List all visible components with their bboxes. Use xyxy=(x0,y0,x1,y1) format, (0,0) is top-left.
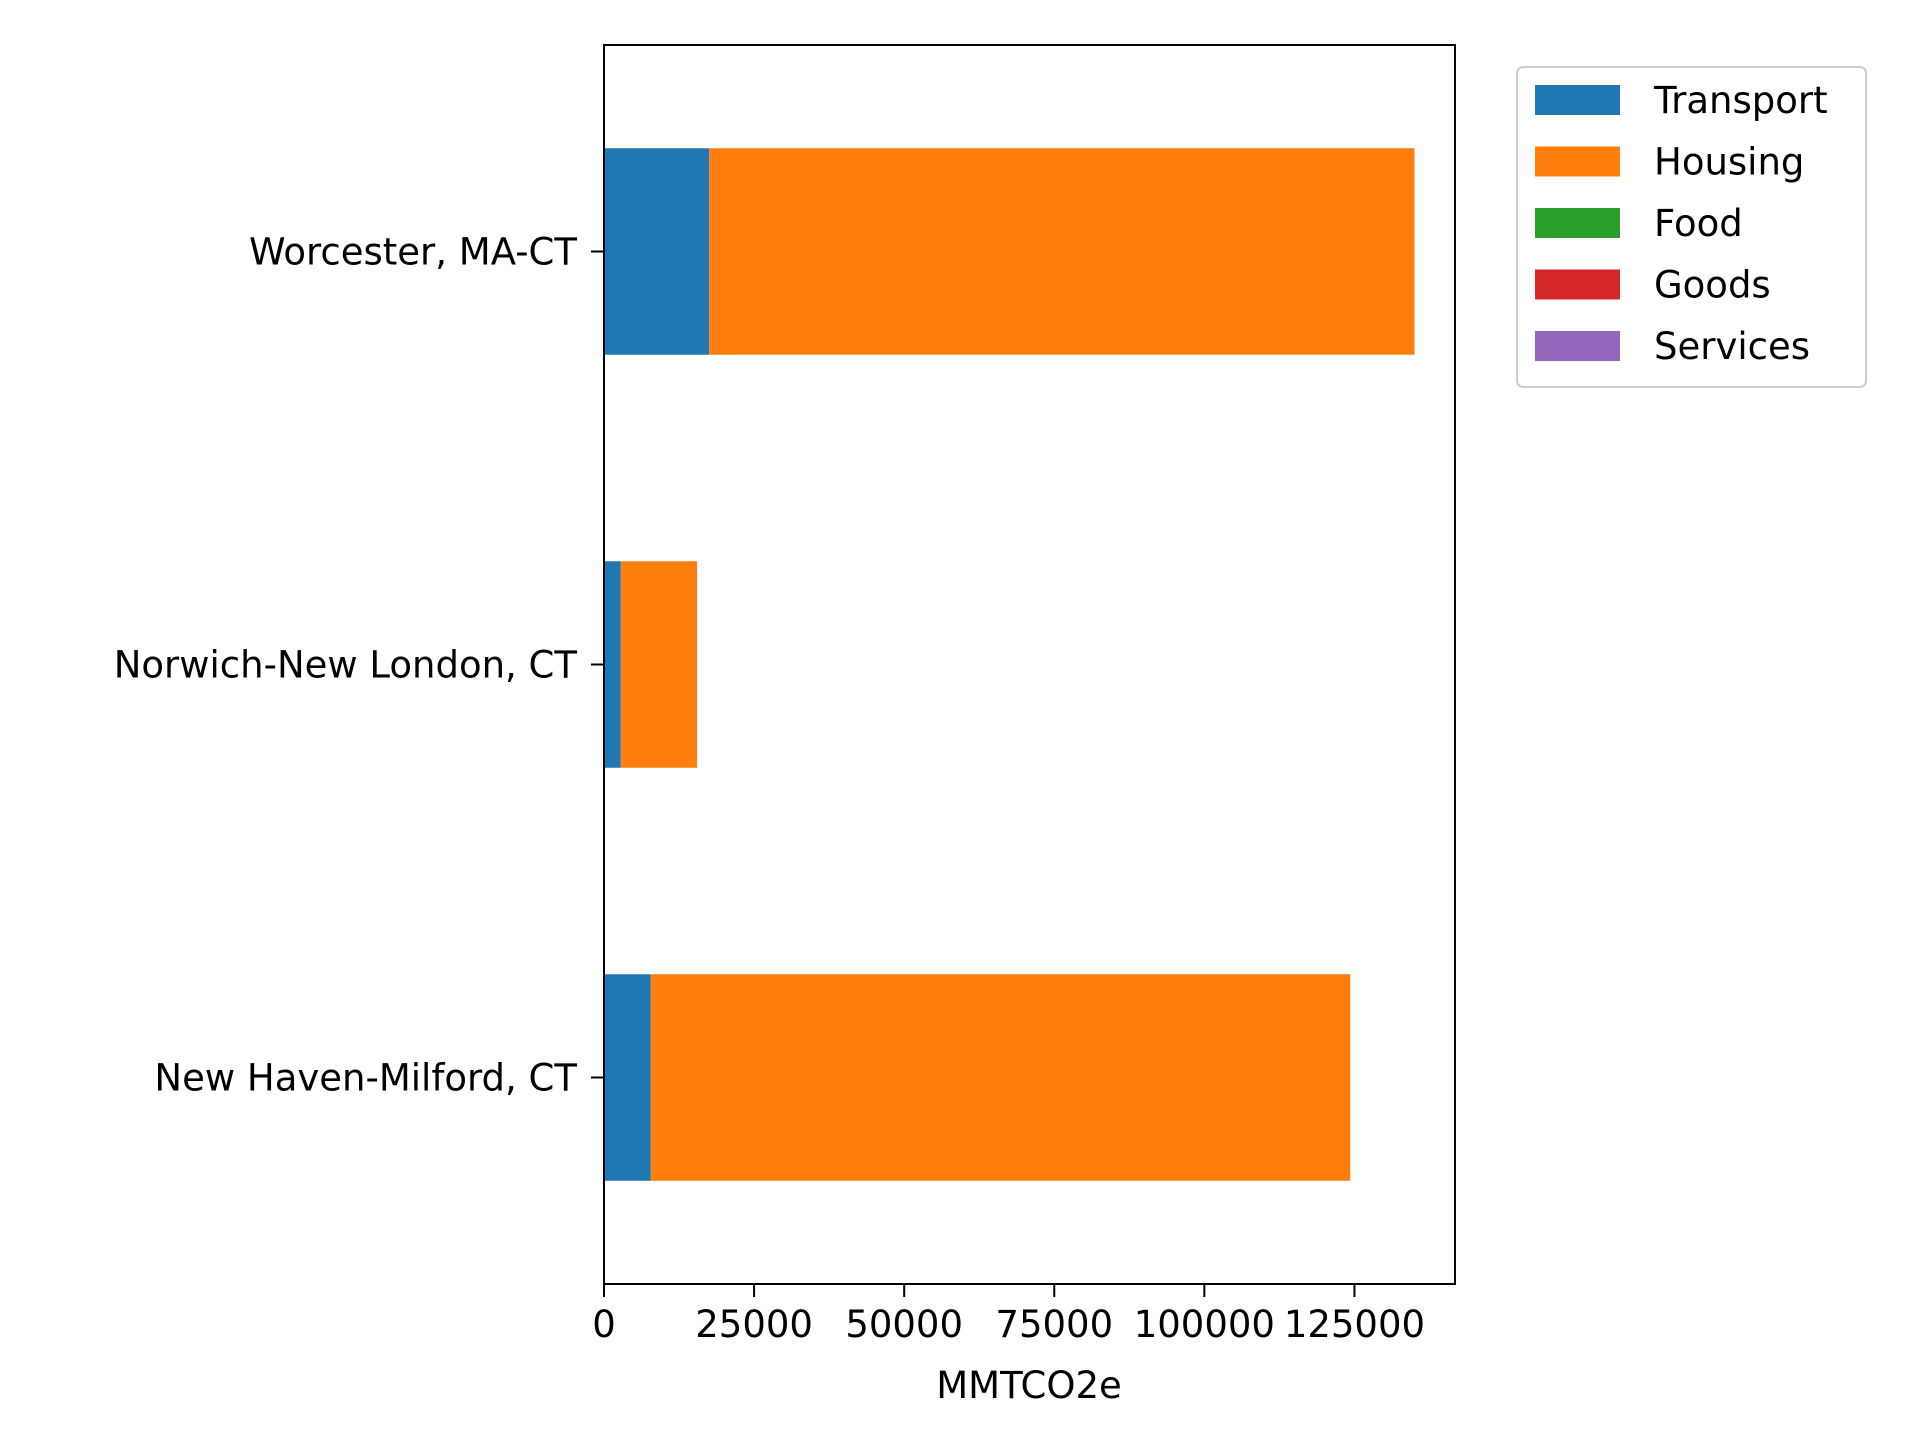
legend-label-housing: Housing xyxy=(1654,141,1804,184)
bar-norwich-new-london-ct-housing xyxy=(620,561,698,768)
x-tick-label: 100000 xyxy=(1134,1303,1275,1346)
y-tick-label: Norwich-New London, CT xyxy=(114,644,578,687)
legend-swatch-services xyxy=(1535,331,1620,361)
bars-group xyxy=(604,148,1415,1181)
legend-swatch-transport xyxy=(1535,85,1620,115)
y-tick-label: New Haven-Milford, CT xyxy=(154,1057,577,1100)
x-tick-label: 75000 xyxy=(995,1303,1113,1346)
bar-worcester-ma-ct-transport xyxy=(604,148,710,355)
bar-new-haven-milford-ct-transport xyxy=(604,974,651,1181)
bar-new-haven-milford-ct-housing xyxy=(650,974,1351,1181)
y-tick-label: Worcester, MA-CT xyxy=(249,231,577,274)
legend-swatch-housing xyxy=(1535,146,1620,177)
bar-worcester-ma-ct-housing xyxy=(709,148,1415,355)
x-axis: 0 25000 50000 75000 100000 125000 xyxy=(592,1284,1425,1346)
legend: Transport Housing Food Goods Services xyxy=(1516,66,1867,388)
x-tick-label: 125000 xyxy=(1284,1303,1425,1346)
x-axis-label: MMTCO2e xyxy=(936,1364,1122,1407)
legend-label-goods: Goods xyxy=(1654,264,1771,307)
x-tick-label: 50000 xyxy=(845,1303,963,1346)
x-tick-label: 25000 xyxy=(695,1303,813,1346)
y-axis: Worcester, MA-CT Norwich-New London, CT Ne… xyxy=(114,231,604,1100)
legend-label-food: Food xyxy=(1654,202,1743,245)
bar-norwich-new-london-ct-transport xyxy=(604,561,621,768)
legend-swatch-goods xyxy=(1535,269,1620,300)
x-tick-label: 0 xyxy=(592,1303,616,1346)
legend-label-transport: Transport xyxy=(1653,79,1828,122)
legend-swatch-food xyxy=(1535,208,1620,238)
legend-label-services: Services xyxy=(1654,325,1810,368)
